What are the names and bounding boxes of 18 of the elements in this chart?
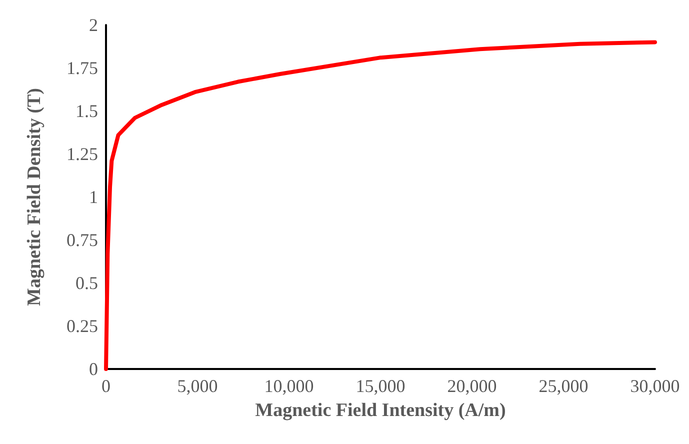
y-tick-label: 1.25 — [66, 144, 98, 164]
x-axis-title: Magnetic Field Intensity (A/m) — [255, 400, 506, 421]
y-tick-label: 0.25 — [66, 316, 98, 336]
x-tick-label: 25,000 — [538, 376, 588, 396]
x-tick-label: 10,000 — [264, 376, 314, 396]
y-tick-label: 0 — [89, 359, 98, 379]
y-tick-label: 1 — [89, 187, 98, 207]
y-tick-label: 0.5 — [76, 273, 98, 293]
y-tick-label: 1.75 — [66, 58, 98, 78]
y-tick-label: 1.5 — [76, 101, 98, 121]
x-tick-label: 0 — [102, 376, 110, 396]
y-tick-label: 2 — [89, 15, 98, 35]
x-tick-label: 5,000 — [177, 376, 218, 396]
x-tick-label: 30,000 — [630, 376, 680, 396]
y-tick-label: 0.75 — [66, 230, 98, 250]
x-tick-label: 15,000 — [356, 376, 406, 396]
y-axis-title: Magnetic Field Density (T) — [24, 88, 45, 306]
x-tick-label: 20,000 — [447, 376, 497, 396]
